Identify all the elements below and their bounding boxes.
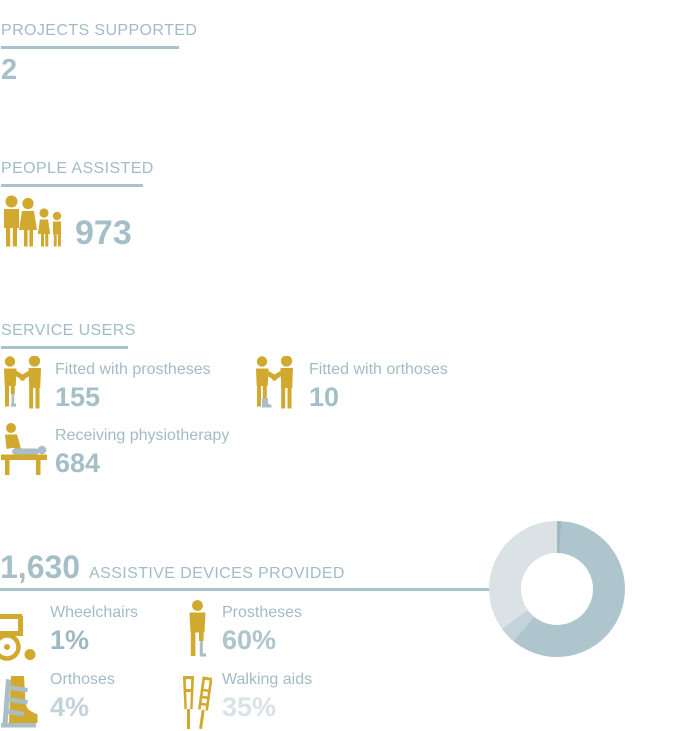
service-users-rule xyxy=(1,346,128,349)
device-item-walking-aids: Walking aids 35% xyxy=(222,671,312,723)
service-users-heading: SERVICE USERS xyxy=(1,322,136,339)
devices-heading: ASSISTIVE DEVICES PROVIDED xyxy=(89,565,345,582)
stat-value: 684 xyxy=(55,448,101,479)
family-icon xyxy=(1,195,63,247)
device-value: 60% xyxy=(222,625,277,656)
device-item-prostheses: Prostheses 60% xyxy=(222,604,302,656)
stat-value: 10 xyxy=(309,382,340,413)
service-user-item-physiotherapy: Receiving physiotherapy 684 xyxy=(0,423,229,479)
devices-rule xyxy=(0,588,492,591)
device-label: Prostheses xyxy=(222,604,303,621)
donut-hole xyxy=(521,553,593,625)
projects-heading: PROJECTS SUPPORTED xyxy=(1,22,198,39)
handshake-orthosis-icon xyxy=(253,356,299,412)
device-value: 1% xyxy=(50,625,90,656)
device-label: Orthoses xyxy=(50,671,115,688)
physiotherapy-icon xyxy=(0,423,48,475)
service-user-item-prostheses: Fitted with prostheses 155 xyxy=(1,356,211,413)
device-value: 4% xyxy=(50,692,90,723)
device-item-wheelchairs: Wheelchairs 1% xyxy=(50,604,138,656)
prosthesis-icon xyxy=(186,600,210,660)
devices-total: 1,630 xyxy=(0,549,81,585)
device-label: Walking aids xyxy=(222,671,313,688)
service-user-item-orthoses: Fitted with orthoses 10 xyxy=(253,356,448,413)
crutches-icon xyxy=(182,676,212,730)
orthosis-icon xyxy=(0,676,40,731)
devices-header: 1,630 ASSISTIVE DEVICES PROVIDED xyxy=(0,551,345,583)
people-heading: PEOPLE ASSISTED xyxy=(1,160,154,177)
stat-label: Receiving physiotherapy xyxy=(55,427,230,444)
stat-value: 155 xyxy=(55,382,101,413)
stat-label: Fitted with orthoses xyxy=(309,361,448,378)
people-rule xyxy=(1,184,143,187)
handshake-prosthesis-icon xyxy=(1,356,47,412)
wheelchair-icon xyxy=(0,609,40,661)
projects-rule xyxy=(1,46,179,49)
stat-label: Fitted with prostheses xyxy=(55,361,211,378)
projects-section: PROJECTS SUPPORTED 2 xyxy=(1,22,197,85)
device-value: 35% xyxy=(222,692,277,723)
people-section: PEOPLE ASSISTED xyxy=(1,160,154,252)
device-label: Wheelchairs xyxy=(50,604,139,621)
service-users-section: SERVICE USERS xyxy=(1,322,136,349)
projects-value: 2 xyxy=(1,54,18,86)
devices-donut-chart xyxy=(489,521,625,657)
people-value: 973 xyxy=(75,214,132,252)
device-item-orthoses: Orthoses 4% xyxy=(50,671,115,723)
